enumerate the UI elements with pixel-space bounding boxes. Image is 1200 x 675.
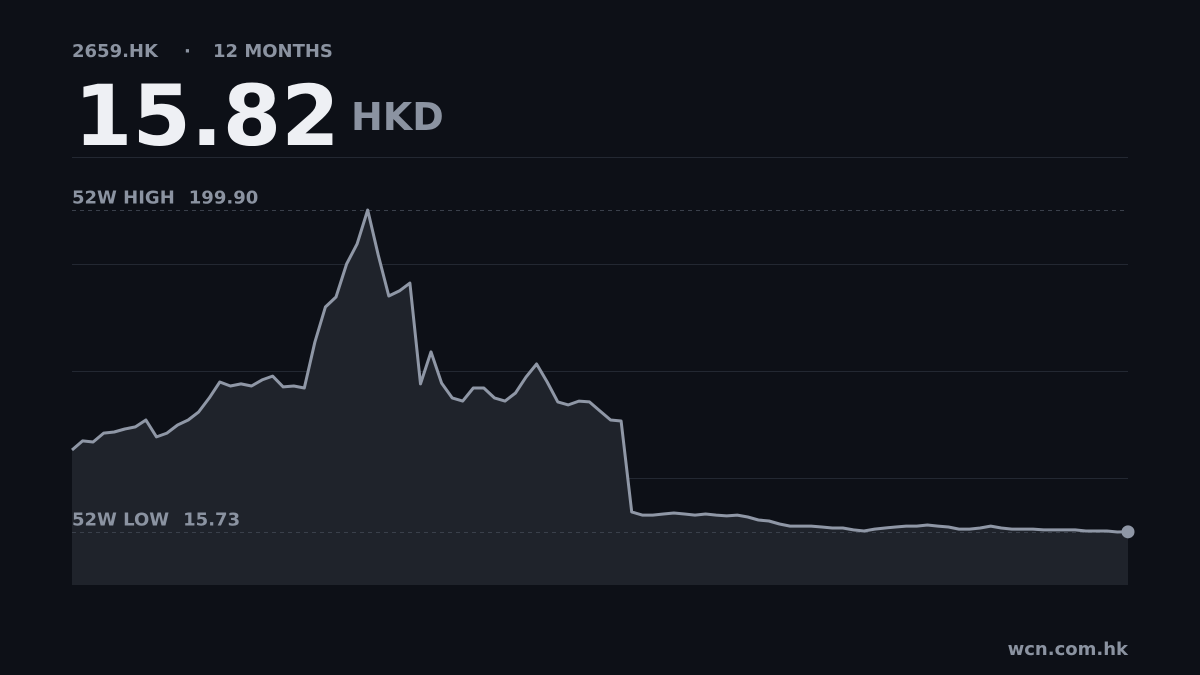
area [72, 210, 1128, 585]
reference-label: 52W LOW 15.73 [72, 510, 240, 531]
separator: · [184, 41, 191, 62]
reference-name: 52W HIGH [72, 188, 175, 209]
price-line [71, 208, 1129, 534]
reference-value: 15.73 [183, 510, 240, 531]
period: 12 MONTHS [213, 41, 333, 62]
source: wcn.com.hk [1008, 639, 1129, 660]
price: 15.82 [74, 67, 340, 165]
plot: 52W HIGH 199.90 52W LOW 15.73 [71, 188, 1135, 585]
ticker: 2659.HK [72, 41, 159, 62]
header-line: 2659.HK · 12 MONTHS [72, 41, 333, 62]
currency: HKD [351, 95, 444, 139]
last-point [1121, 525, 1135, 539]
reference-value: 199.90 [189, 188, 258, 209]
reference-name: 52W LOW [72, 510, 169, 531]
reference-label: 52W HIGH 199.90 [72, 188, 258, 209]
